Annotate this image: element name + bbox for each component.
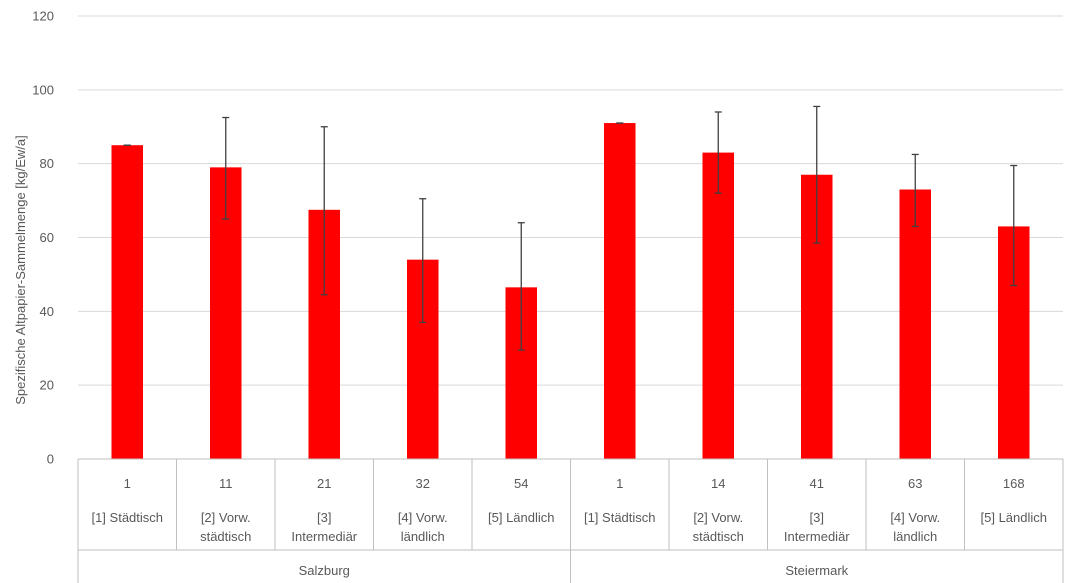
category-name-label: [2] Vorw. bbox=[693, 510, 743, 525]
y-tick-label: 0 bbox=[47, 452, 54, 467]
category-count-label: 32 bbox=[416, 476, 430, 491]
bar bbox=[111, 145, 144, 460]
gridlines bbox=[78, 15, 1063, 386]
error-bars bbox=[123, 105, 1018, 351]
category-name-label: Intermediär bbox=[784, 529, 850, 544]
y-tick-label: 80 bbox=[40, 156, 54, 171]
category-name-label: [3] bbox=[317, 510, 331, 525]
category-name-label: Intermediär bbox=[291, 529, 357, 544]
bar bbox=[702, 152, 735, 459]
y-tick-label: 60 bbox=[40, 230, 54, 245]
y-axis-label: Spezifische Altpapier-Sammelmenge [kg/Ew… bbox=[13, 135, 28, 405]
group-label: Steiermark bbox=[785, 563, 848, 578]
y-tick-label: 20 bbox=[40, 378, 54, 393]
category-count-label: 21 bbox=[317, 476, 331, 491]
y-tick-label: 40 bbox=[40, 304, 54, 319]
bar bbox=[603, 123, 636, 459]
y-axis-ticks: 0 20 40 60 80 100 120 bbox=[32, 9, 54, 467]
category-name-label: städtisch bbox=[693, 529, 744, 544]
category-count-label: 1 bbox=[124, 476, 131, 491]
category-name-label: [5] Ländlich bbox=[981, 510, 1048, 525]
category-name-label: [1] Städtisch bbox=[91, 510, 163, 525]
category-axis: 1 [1] Städtisch 11 [2] Vorw. städtisch 21 [3] I… bbox=[77, 458, 1064, 583]
category-name-label: [1] Städtisch bbox=[584, 510, 656, 525]
category-name-label: [5] Ländlich bbox=[488, 510, 555, 525]
y-tick-label: 100 bbox=[32, 82, 54, 97]
bar bbox=[899, 189, 932, 459]
category-name-label: [4] Vorw. bbox=[398, 510, 448, 525]
category-name-label: [4] Vorw. bbox=[890, 510, 940, 525]
group-label: Salzburg bbox=[299, 563, 350, 578]
category-name-label: [3] bbox=[810, 510, 824, 525]
category-count-label: 63 bbox=[908, 476, 922, 491]
category-name-label: ländlich bbox=[401, 529, 445, 544]
y-tick-label: 120 bbox=[32, 9, 54, 24]
category-count-label: 54 bbox=[514, 476, 528, 491]
category-name-label: [2] Vorw. bbox=[201, 510, 251, 525]
category-count-label: 14 bbox=[711, 476, 725, 491]
category-name-label: ländlich bbox=[893, 529, 937, 544]
category-count-label: 11 bbox=[219, 476, 233, 491]
category-name-label: städtisch bbox=[200, 529, 251, 544]
category-count-label: 41 bbox=[810, 476, 824, 491]
category-count-label: 1 bbox=[616, 476, 623, 491]
bars bbox=[111, 123, 1030, 460]
category-count-label: 168 bbox=[1003, 476, 1025, 491]
